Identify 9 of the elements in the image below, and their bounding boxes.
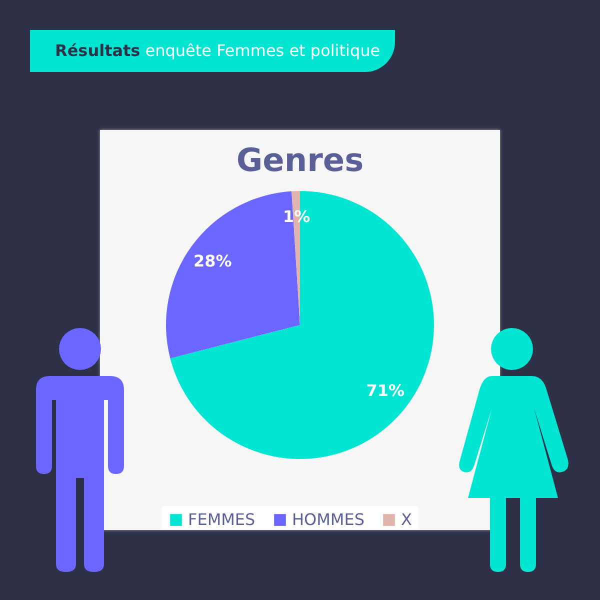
chart-subtitle: Résultats enquête Femmes et politique xyxy=(30,30,395,72)
data-label: 28% xyxy=(193,252,232,271)
legend-label: X xyxy=(401,510,412,529)
chart-title: Genres xyxy=(236,141,364,179)
legend-label: FEMMES xyxy=(188,510,256,529)
data-label: 1% xyxy=(283,207,310,226)
pie-slice xyxy=(170,191,434,459)
data-label: 71% xyxy=(366,381,404,400)
legend-label: HOMMES xyxy=(292,510,364,529)
